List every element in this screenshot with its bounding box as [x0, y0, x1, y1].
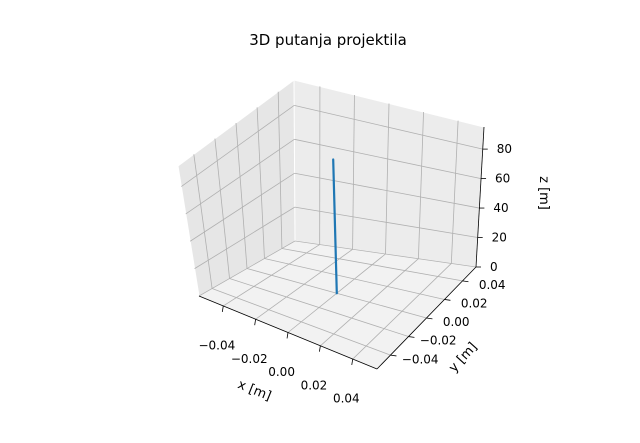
- grid-line: [264, 258, 445, 300]
- tick-marks: [221, 148, 488, 366]
- grid-line: [294, 206, 478, 238]
- grid-line: [352, 94, 355, 250]
- grid-lines: [181, 86, 483, 360]
- pane-edge: [293, 79, 296, 242]
- grid-line: [294, 105, 483, 150]
- grid-line: [256, 107, 265, 259]
- y-tick: [426, 317, 433, 320]
- y-tick: [390, 354, 397, 357]
- z-tick-label: 40: [493, 201, 508, 215]
- x-tick: [254, 319, 257, 326]
- left-pane: [178, 80, 295, 296]
- grid-line: [450, 120, 459, 264]
- grid-line: [214, 138, 230, 279]
- x-tick-label: 0.02: [301, 378, 328, 392]
- axis-panes: [177, 79, 485, 369]
- pane-edge: [177, 165, 200, 297]
- y-tick: [462, 280, 469, 283]
- z-tick-label: 20: [492, 231, 507, 245]
- grid-line: [294, 138, 482, 179]
- x-tick-label: 0.00: [268, 365, 295, 379]
- y-tick: [444, 299, 451, 301]
- series-group: [332, 158, 338, 295]
- grid-line: [193, 154, 213, 289]
- grid-line: [385, 103, 390, 255]
- y-tick: [408, 336, 415, 338]
- z-tick-label: 60: [495, 172, 510, 186]
- grid-line: [211, 288, 391, 356]
- x-tick-label: −0.04: [198, 339, 235, 353]
- y-tick-label: 0.04: [479, 278, 506, 292]
- z-axis-line: [475, 126, 485, 268]
- z-axis-label: z [m]: [536, 176, 551, 210]
- grid-line: [189, 172, 295, 242]
- grid-line: [418, 112, 424, 259]
- x-tick: [286, 332, 289, 339]
- grid-line: [185, 138, 295, 215]
- grid-line: [277, 91, 283, 249]
- series-line-0: [332, 158, 338, 295]
- tick-labels: −0.04−0.020.000.020.04−0.04−0.020.000.02…: [198, 142, 512, 406]
- chart-title: 3D putanja projektila: [249, 31, 407, 49]
- x-axis-label: x [m]: [235, 377, 273, 404]
- x-tick: [221, 305, 224, 312]
- grid-line: [294, 172, 480, 209]
- y-tick-label: 0.00: [443, 315, 470, 329]
- y-tick-label: −0.02: [420, 334, 457, 348]
- x-tick: [319, 345, 321, 352]
- z-tick-label: 0: [490, 260, 498, 274]
- grid-line: [294, 240, 477, 268]
- grid-line: [235, 122, 248, 269]
- grid-line: [229, 278, 409, 337]
- grid-line: [194, 206, 295, 269]
- y-tick-label: −0.04: [402, 352, 439, 366]
- grid-line: [281, 248, 463, 282]
- grid-line: [181, 105, 295, 187]
- x-tick-label: −0.02: [231, 352, 268, 366]
- y-tick-label: 0.02: [461, 297, 488, 311]
- z-tick-label: 80: [497, 142, 512, 156]
- back-pane: [294, 80, 484, 267]
- x-tick: [351, 358, 354, 366]
- floor-pane: [199, 241, 476, 369]
- x-tick-label: 0.04: [333, 392, 360, 406]
- grid-line: [198, 240, 296, 297]
